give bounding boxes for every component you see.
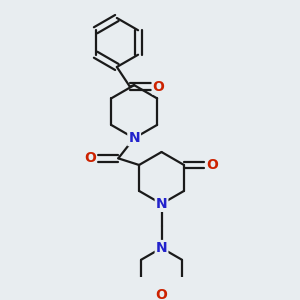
Text: O: O bbox=[156, 288, 167, 300]
Text: O: O bbox=[153, 80, 165, 94]
Text: N: N bbox=[156, 197, 167, 211]
Text: N: N bbox=[128, 131, 140, 145]
Text: N: N bbox=[156, 241, 167, 255]
Text: O: O bbox=[84, 152, 96, 165]
Text: O: O bbox=[206, 158, 218, 172]
